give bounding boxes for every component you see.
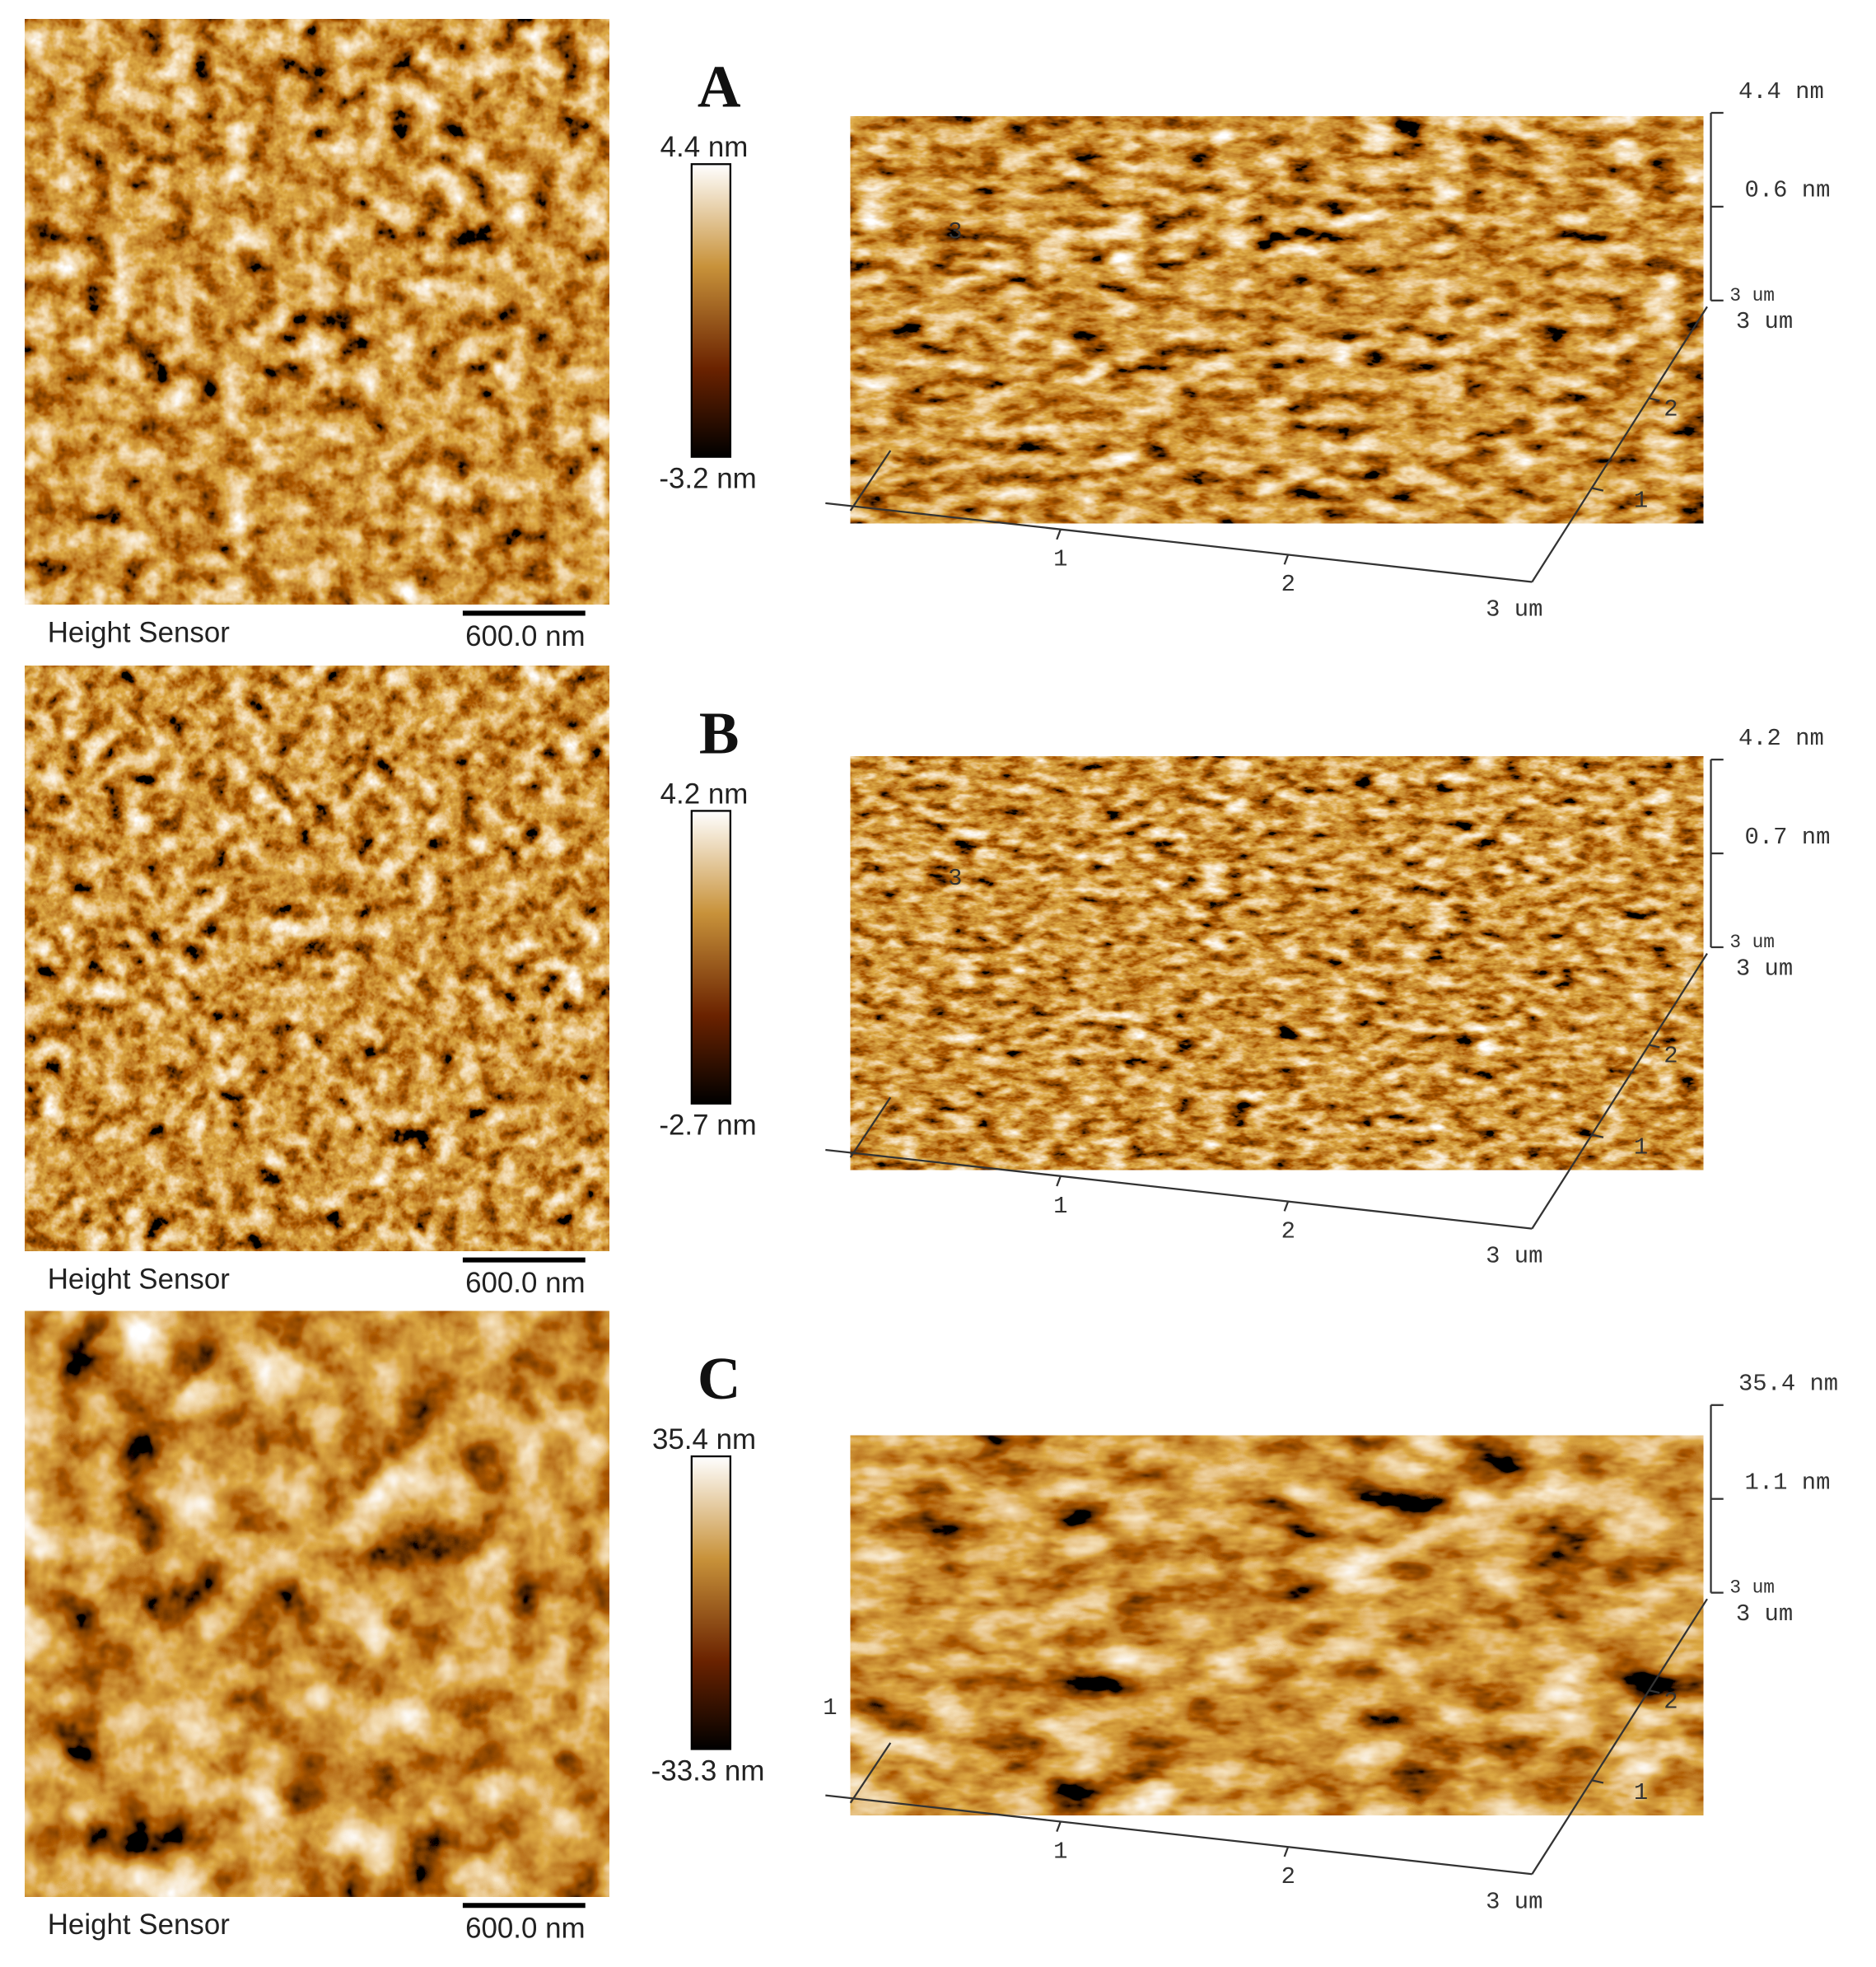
x-tick: [1283, 554, 1290, 565]
colorbar-max: 35.4 nm: [652, 1423, 756, 1455]
surface-3d: [850, 116, 1704, 524]
x-tick: [1056, 529, 1062, 540]
y-tick: [1592, 487, 1604, 492]
z-base-label: 3 um: [1729, 285, 1775, 306]
panel: Height Sensor 600.0 nm B 4.2 nm -2.7 nm 4.2 n…: [25, 666, 1830, 1299]
colorbar-min: -2.7 nm: [659, 1110, 756, 1142]
z-max-label: 4.2 nm: [1738, 725, 1824, 752]
z-mid-label: 1.1 nm: [1745, 1469, 1831, 1497]
colorbar: [690, 810, 732, 1105]
colorbar-min: -33.3 nm: [651, 1754, 765, 1787]
y-tick-label: 3 um: [1736, 1600, 1793, 1628]
side-label: 3: [948, 865, 962, 892]
y-tick-label: 1: [1634, 1134, 1648, 1161]
side-label: 3: [948, 218, 962, 245]
image-caption: Height Sensor: [48, 616, 231, 648]
z-base-label: 3 um: [1729, 932, 1775, 953]
afm-image: [25, 666, 609, 1251]
colorbar: [690, 1455, 732, 1750]
y-tick: [1648, 397, 1660, 402]
side-label: 1: [823, 1694, 837, 1722]
x-tick-label: 2: [1281, 571, 1295, 598]
y-tick-label: 3 um: [1736, 308, 1793, 335]
z-max-label: 35.4 nm: [1738, 1371, 1838, 1398]
afm-image: [25, 19, 609, 605]
y-tick-label: 2: [1664, 396, 1678, 423]
x-tick-label: 3 um: [1486, 1888, 1542, 1915]
axis-edge: [849, 1096, 892, 1158]
z-mid-label: 0.7 nm: [1745, 824, 1831, 851]
x-tick-label: 3 um: [1486, 1243, 1542, 1270]
panel-label: A: [698, 53, 741, 119]
y-tick-label: 1: [1634, 487, 1648, 514]
image-caption: Height Sensor: [48, 1264, 231, 1296]
z-mid-label: 0.6 nm: [1745, 177, 1831, 204]
panel: Height Sensor 600.0 nm A 4.4 nm -3.2 nm 4.4 n…: [25, 19, 1830, 652]
z-max-label: 4.4 nm: [1738, 78, 1824, 105]
x-tick-label: 1: [1053, 1839, 1067, 1866]
y-axis: [1531, 952, 1708, 1230]
x-tick: [1056, 1175, 1062, 1187]
scale-bar-label: 600.0 nm: [465, 620, 586, 652]
panel-label: B: [699, 700, 740, 767]
surface-3d: [850, 1435, 1704, 1815]
y-axis: [1531, 1598, 1708, 1875]
colorbar-min: -3.2 nm: [659, 463, 756, 495]
x-tick: [1283, 1200, 1290, 1212]
y-tick-label: 1: [1634, 1779, 1648, 1806]
axis-edge: [849, 450, 892, 512]
axis-edge: [849, 1742, 892, 1804]
x-tick: [1056, 1821, 1062, 1833]
x-tick: [1283, 1846, 1290, 1857]
colorbar-max: 4.2 nm: [660, 778, 749, 810]
afm-image: [25, 1311, 609, 1897]
x-tick-label: 1: [1053, 1193, 1067, 1220]
x-tick-label: 2: [1281, 1863, 1295, 1890]
scale-bar-label: 600.0 nm: [465, 1267, 586, 1299]
y-tick-label: 2: [1664, 1688, 1678, 1715]
x-tick-label: 2: [1281, 1217, 1295, 1245]
surface-3d: [850, 756, 1704, 1170]
y-tick-label: 2: [1664, 1043, 1678, 1070]
y-axis: [1531, 306, 1708, 583]
x-axis: [825, 1794, 1533, 1876]
scale-bar-label: 600.0 nm: [465, 1913, 586, 1945]
x-axis: [825, 1148, 1533, 1230]
y-tick-label: 3 um: [1736, 955, 1793, 982]
panel-label: C: [698, 1345, 741, 1412]
z-base-label: 3 um: [1729, 1577, 1775, 1599]
y-tick: [1592, 1779, 1604, 1784]
x-tick-label: 1: [1053, 546, 1067, 573]
image-caption: Height Sensor: [48, 1909, 231, 1941]
x-axis: [825, 502, 1533, 583]
panel: Height Sensor 600.0 nm C 35.4 nm -33.3 nm 35.…: [25, 1311, 1838, 1945]
y-tick: [1592, 1133, 1604, 1138]
y-tick: [1648, 1689, 1660, 1694]
colorbar: [690, 163, 732, 458]
y-tick: [1648, 1044, 1660, 1049]
x-tick-label: 3 um: [1486, 596, 1542, 624]
colorbar-max: 4.4 nm: [660, 131, 749, 163]
